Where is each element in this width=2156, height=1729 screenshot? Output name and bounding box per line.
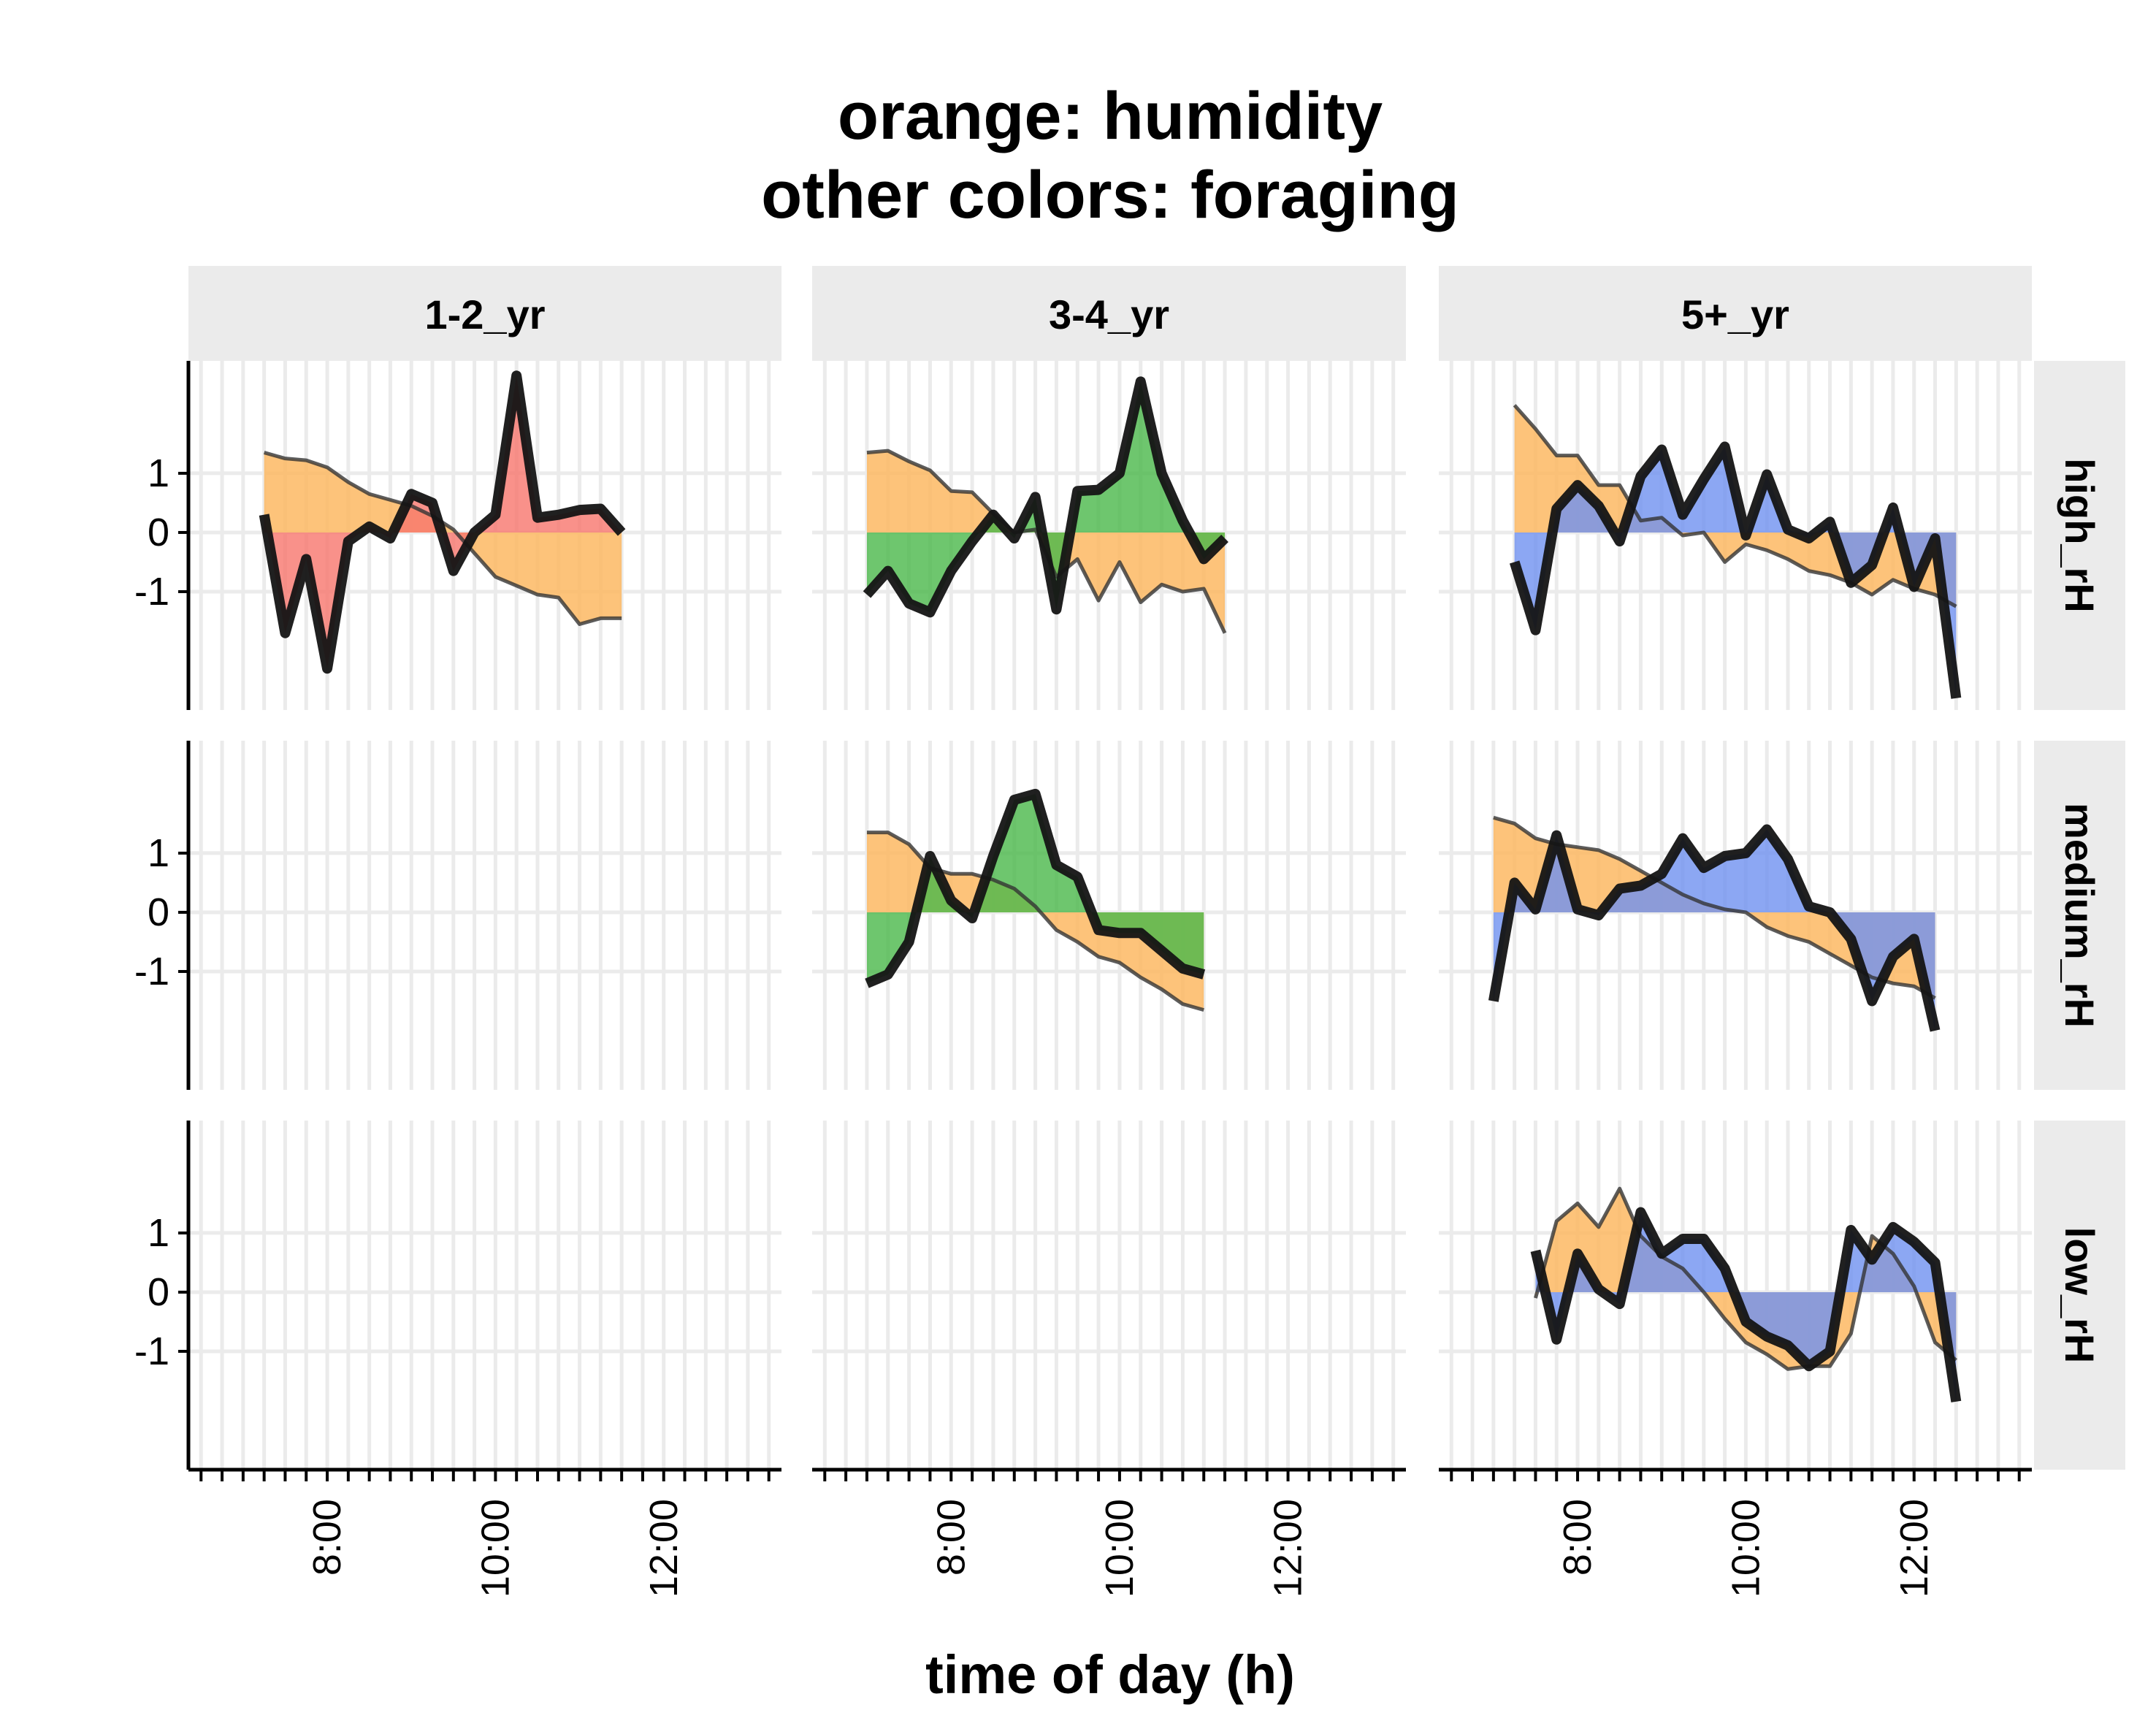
humidity-line [1513, 404, 1957, 608]
x-tick-label: 10:00 [1098, 1499, 1142, 1598]
humidity-area [866, 832, 1204, 1010]
y-tick-label: -1 [134, 570, 169, 614]
humidity-line [1534, 1186, 1957, 1371]
y-tick-label: 1 [148, 451, 169, 495]
x-tick-label: 10:00 [1724, 1499, 1767, 1598]
panel-low_rH-5+_yr [1439, 1121, 2032, 1470]
foraging-line [1509, 441, 1962, 699]
y-tick-label: 1 [148, 831, 169, 875]
column-strip-label-0: 1-2_yr [424, 291, 545, 337]
y-tick-label: -1 [134, 1329, 169, 1373]
x-tick-label: 8:00 [929, 1499, 973, 1576]
foraging-line [863, 376, 1228, 618]
y-tick-label: 0 [148, 511, 169, 554]
y-tick-label: -1 [134, 950, 169, 993]
chart-title-line-1: orange: humidity [838, 79, 1383, 153]
panel-high_rH-1-2_yr [188, 361, 781, 710]
foraging-area [264, 375, 622, 669]
y-tick-label: 1 [148, 1211, 169, 1255]
panel-low_rH-3-4_yr [812, 1121, 1406, 1470]
row-strip-label-1: medium_rH [2057, 803, 2103, 1028]
panel-low_rH-1-2_yr [188, 1121, 781, 1470]
column-strip-label-2: 5+_yr [1681, 291, 1789, 337]
panel-high_rH-3-4_yr [812, 361, 1406, 710]
foraging-line [865, 788, 1206, 988]
x-tick-label: 8:00 [1556, 1499, 1599, 1576]
foraging-line [1530, 1207, 1962, 1402]
foraging-line [259, 370, 626, 674]
row-strip-1 [2034, 741, 2125, 1090]
x-tick-label: 12:00 [642, 1499, 686, 1598]
panel-high_rH-5+_yr [1439, 361, 2032, 710]
foraging-line [1488, 824, 1941, 1032]
facet-panels: 1-2_yr 3-4_yr 5+_yr high_rH medium_rH low_rH 1… [134, 266, 2125, 1598]
humidity-area [264, 452, 622, 625]
y-tick-label: 0 [148, 890, 169, 934]
x-tick-label: 12:00 [1266, 1499, 1310, 1598]
row-strip-0 [2034, 361, 2125, 710]
row-strip-label-2: low_rH [2057, 1227, 2103, 1364]
panel-medium_rH-1-2_yr [188, 741, 781, 1090]
x-tick-label: 10:00 [473, 1499, 517, 1598]
column-strip-0 [188, 266, 781, 361]
panel-medium_rH-3-4_yr [812, 741, 1406, 1090]
humidity-area [1535, 1188, 1957, 1370]
panel-medium_rH-5+_yr [1439, 741, 2032, 1090]
column-strip-2 [1439, 266, 2032, 361]
foraging-area [866, 793, 1204, 984]
y-tick-label: 0 [148, 1270, 169, 1314]
row-strip-label-0: high_rH [2057, 458, 2103, 613]
chart-title-line-2: other colors: foraging [761, 158, 1459, 232]
row-strip-2 [2034, 1121, 2125, 1470]
humidity-line [866, 831, 1204, 1012]
foraging-area [866, 381, 1226, 613]
x-axis-title: time of day (h) [925, 1644, 1295, 1705]
x-tick-label: 8:00 [305, 1499, 349, 1576]
column-strip-label-1: 3-4_yr [1049, 291, 1169, 337]
x-tick-label: 12:00 [1892, 1499, 1936, 1598]
column-strip-1 [812, 266, 1406, 361]
